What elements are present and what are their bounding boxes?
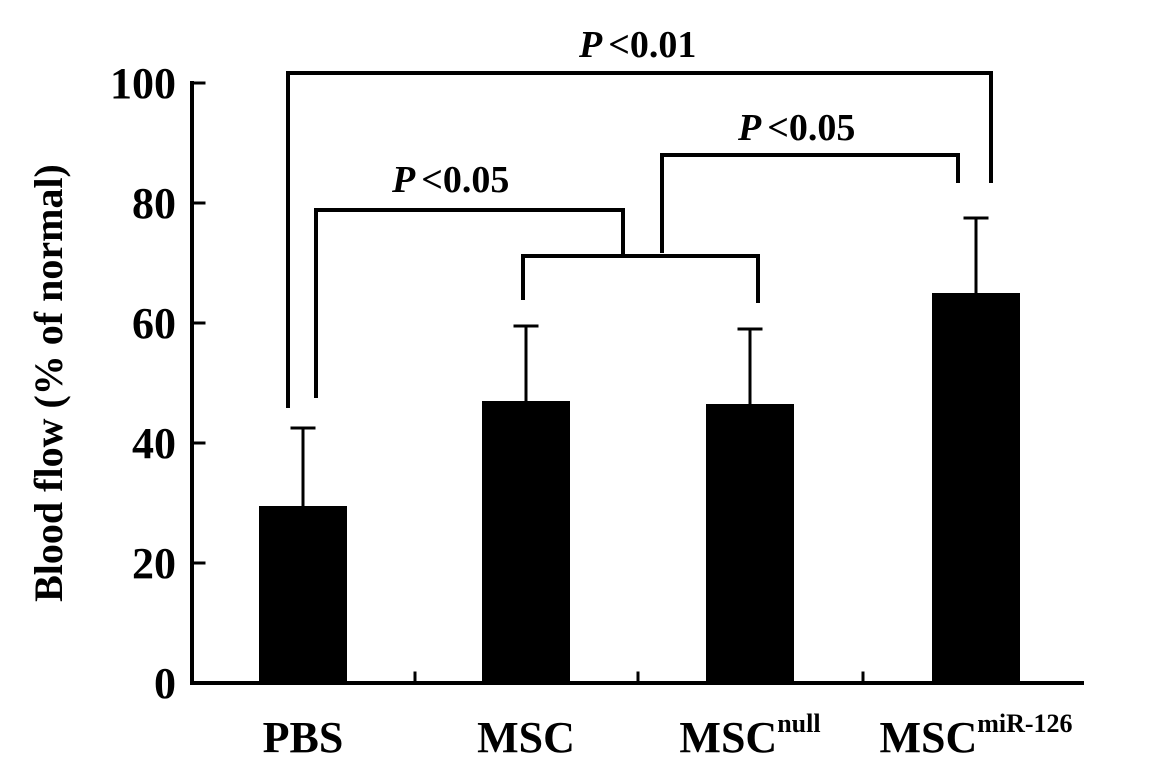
bar [482, 401, 570, 683]
y-tick-label: 20 [132, 539, 176, 588]
bars [259, 293, 1020, 683]
bar [259, 506, 347, 683]
y-tick-label: 80 [132, 179, 176, 228]
bar [932, 293, 1020, 683]
significance-label: P <0.01 [578, 24, 696, 66]
y-tick-label: 40 [132, 419, 176, 468]
error-bars [290, 216, 989, 508]
significance-brackets [286, 71, 993, 408]
group-bracket-msc-mscnull [521, 254, 760, 303]
x-category-label: MSCmiR-126 [879, 709, 1072, 762]
labels: 0 20 40 60 80 100 PBS MSC MSCnull MSCmiR-126 Blood… [26, 24, 1073, 762]
bracket-pbs-vs-mir126 [286, 71, 993, 408]
x-category-label: MSC [477, 713, 575, 762]
bracket-pbs-vs-msc-group [314, 208, 625, 398]
y-axis-title: Blood flow (% of normal) [26, 164, 71, 602]
bar [706, 404, 794, 683]
x-category-label: MSCnull [679, 709, 820, 762]
significance-label: P <0.05 [391, 159, 509, 201]
y-tick-label: 100 [110, 59, 176, 108]
bracket-msc-group-vs-mir126 [660, 153, 960, 253]
y-tick-label: 0 [154, 659, 176, 708]
significance-label: P <0.05 [737, 107, 855, 149]
x-category-label: PBS [263, 713, 344, 762]
y-tick-label: 60 [132, 299, 176, 348]
